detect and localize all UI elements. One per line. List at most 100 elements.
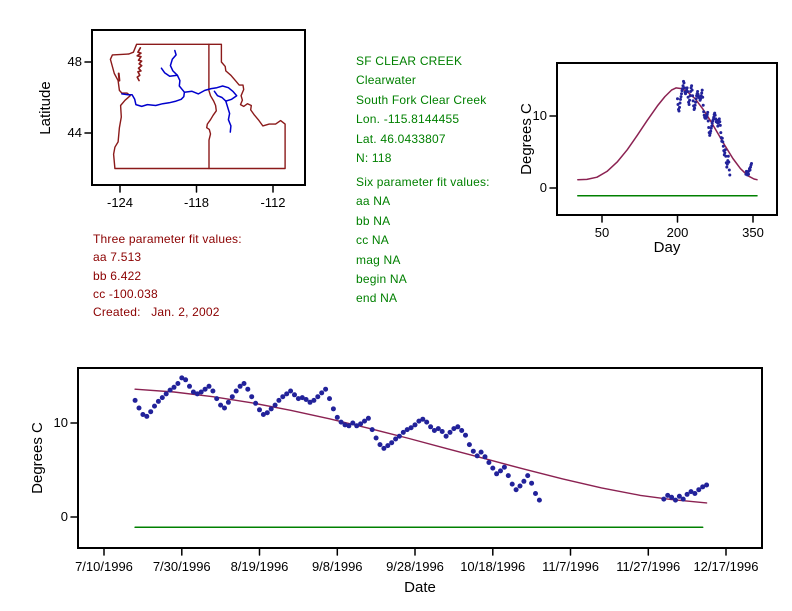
timeseries-data-point [389,440,395,446]
timeseries-data-point [276,397,282,403]
timeseries-data-point [155,398,161,404]
timeseries-data-point [159,395,165,401]
timeseries-data-point [431,428,437,433]
timeseries-data-point [466,442,472,448]
seasonal-data-point [725,165,729,169]
seasonal-data-point [723,151,727,155]
timeseries-data-point [288,388,294,394]
seasonal-data-point [679,95,683,99]
timeseries-data-point [295,396,301,402]
timeseries-data-point [330,406,336,412]
timeseries-data-point [680,496,686,502]
seasonal-data-point [721,140,725,144]
timeseries-y-axis-label: Degrees C [29,422,46,494]
timeseries-data-point [509,481,515,487]
map-state-border-line [205,43,218,170]
text-line: Three parameter fit values: [93,232,242,246]
timeseries-data-point [260,412,266,417]
timeseries-x-tick-label: 11/27/1996 [616,559,680,574]
seasonal-data-point [681,84,685,88]
seasonal-data-point [750,162,753,165]
timeseries-y-tick-label: 10 [54,415,68,430]
timeseries-data-point [194,391,200,397]
map-x-tick-label: -112 [260,195,285,210]
seasonal-data-point [679,97,682,101]
timeseries-data-point [393,436,399,442]
timeseries-data-point [268,406,274,412]
seasonal-data-point [747,172,750,176]
six-parameter-fit-text: Six parameter fit values: aa NA bb NA cc NA… [356,173,490,309]
timeseries-data-point [439,429,445,434]
text-line: SF CLEAR CREEK [356,54,463,68]
seasonal-data-point [727,160,731,164]
timeseries-fit-line [134,388,708,504]
timeseries-data-point [517,483,523,489]
timeseries-data-point [163,391,169,397]
timeseries-data-point [280,394,286,400]
timeseries-data-point [190,389,196,395]
seasonal-data-point [728,173,732,177]
text-line: end NA [356,291,398,306]
timeseries-data-point [369,427,375,433]
timeseries-data-point [342,422,348,428]
timeseries-data-point [669,494,675,500]
timeseries-data-point [311,397,317,403]
seasonal-x-tick-label: 200 [667,225,689,240]
text-line: Created: Jan. 2, 2002 [93,305,220,320]
timeseries-data-point [218,402,224,408]
seasonal-data-point [676,97,679,101]
timeseries-data-point [140,412,146,417]
site-info-text: SF CLEAR CREEK Clearwater South Fork Clear… [356,52,486,168]
map-river-4 [225,100,232,133]
seasonal-data-point [693,106,697,110]
timeseries-data-point [334,414,340,420]
timeseries-data-point [237,383,243,389]
map-y-axis-label: Latitude [37,81,54,134]
seasonal-data-point [682,81,686,85]
map-state-outline [109,43,286,170]
map-x-tick-label: -124 [107,195,133,210]
seasonal-data-point [706,119,710,123]
timeseries-data-point [377,442,383,448]
timeseries-data-point [684,491,690,497]
timeseries-data-point [673,497,678,503]
seasonal-data-point [706,110,710,114]
text-line: mag NA [356,252,401,267]
seasonal-data-point [688,94,692,98]
timeseries-data-point [179,375,185,381]
timeseries-data-point [490,465,496,471]
text-line: Lon. -115.8144455 [356,112,460,127]
timeseries-data-point [494,471,500,477]
seasonal-data-point [683,86,686,90]
timeseries-data-point [315,394,321,400]
timeseries-x-tick-label: 10/18/1996 [460,559,525,574]
timeseries-data-point [661,496,667,502]
text-line: aa 7.513 [93,250,142,265]
seasonal-data-point [700,91,704,95]
seasonal-data-point [709,129,713,133]
timeseries-data-point [210,388,216,394]
timeseries-data-point [536,497,542,503]
timeseries-x-tick-label: 7/30/1996 [153,559,211,574]
timeseries-data-point [187,383,192,389]
timeseries-data-point [533,491,538,496]
timeseries-data-point [358,421,364,427]
map-river-2 [160,67,179,77]
seasonal-data-point [721,144,725,148]
seasonal-data-point [713,113,717,117]
timeseries-data-point [319,390,325,396]
timeseries-data-point [525,473,531,479]
timeseries-data-point [435,426,441,432]
timeseries-data-point [132,397,138,403]
seasonal-data-point [678,105,681,109]
timeseries-data-point [365,415,371,421]
timeseries-x-tick-label: 11/7/1996 [542,559,599,574]
seasonal-data-point [716,124,720,128]
text-line: cc NA [356,233,390,248]
timeseries-data-point [692,491,698,496]
seasonal-data-point [719,131,723,135]
timeseries-x-tick-label: 12/17/1996 [693,559,758,574]
map-x-tick-label: -118 [184,195,209,210]
seasonal-data-point [678,101,682,105]
timeseries-data-point [404,427,410,433]
